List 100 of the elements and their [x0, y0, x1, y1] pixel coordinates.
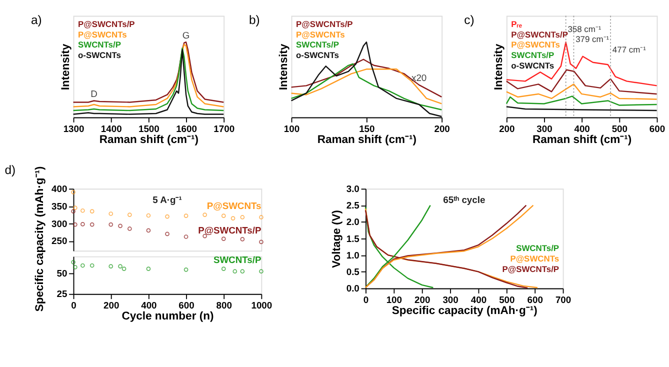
chart-title: c) [464, 12, 474, 27]
y-tick-label: 1.5 [346, 232, 360, 244]
series-label: SWCNTs/P [213, 254, 262, 265]
chart-title: a) [31, 13, 42, 28]
y-axis-title: Intensity [278, 43, 290, 90]
ref-line-label: 358 cm⁻¹ [568, 24, 602, 34]
point [108, 222, 114, 227]
point [118, 224, 122, 228]
point [259, 269, 264, 274]
annotation: D [90, 88, 98, 99]
text: P@SWCNTs/P [78, 19, 136, 30]
point [232, 269, 238, 274]
point [221, 236, 226, 242]
y-tick-label: 0.0 [346, 282, 360, 294]
point [184, 234, 188, 239]
point [90, 263, 94, 268]
series-label: P@SWCNTs/P [198, 224, 262, 236]
point [146, 213, 151, 218]
series-label: o-SWCNTs [296, 50, 340, 60]
point [90, 222, 94, 227]
x-tick-label: 500 [612, 122, 628, 134]
y-tick-label: 0.5 [346, 266, 360, 277]
x-tick-label: 200 [414, 294, 430, 305]
point [118, 264, 122, 269]
text: SWCNTs/P [296, 40, 340, 50]
x-tick-label: 500 [499, 294, 515, 305]
x-tick-label: 400 [470, 294, 487, 305]
x-tick-label: 1000 [251, 299, 272, 310]
point [202, 212, 208, 217]
x-tick-label: 1600 [176, 122, 197, 134]
text: P@SWCNTs [511, 40, 560, 50]
x-axis-title: Raman shift (cm⁻¹) [99, 134, 199, 146]
point [71, 209, 76, 214]
point [71, 260, 76, 264]
y-tick-label: 300 [52, 218, 68, 229]
x-tick-label: 300 [536, 122, 552, 134]
text: SWCNTs/P [516, 243, 560, 254]
point [90, 209, 94, 214]
y-axis-title: Intensity [493, 43, 506, 90]
x-tick-label: 0 [363, 294, 369, 305]
x-tick-label: 200 [104, 299, 120, 310]
point [80, 263, 85, 268]
point [240, 215, 245, 220]
x-tick-label: 300 [442, 294, 458, 305]
text: P@SWCNTs/P [511, 29, 568, 40]
text: Pᵣₑ [511, 19, 522, 30]
x-axis-title: Raman shift (cm⁻¹) [532, 134, 632, 146]
point [165, 214, 170, 219]
point [221, 214, 226, 218]
x-tick-label: 600 [178, 299, 194, 310]
y-tick-label: 350 [52, 200, 68, 212]
x-tick-label: 150 [359, 122, 375, 134]
point [127, 226, 132, 231]
point [240, 237, 245, 242]
x-tick-label: 400 [141, 299, 157, 310]
point [72, 206, 78, 210]
text: P@SWCNTs [510, 254, 560, 264]
x-axis-title: Cycle number (n) [122, 310, 214, 323]
point [230, 216, 236, 220]
y-tick-label: 2.0 [346, 216, 360, 228]
text: P@SWCNTs [296, 29, 346, 40]
x-tick-label: 100 [386, 294, 402, 305]
x-tick-label: 100 [284, 122, 300, 134]
point [184, 268, 188, 272]
y-tick-label: 1.0 [346, 249, 360, 260]
chart-title: d) [4, 163, 16, 178]
point [72, 222, 78, 227]
y-tick-label: 3.0 [346, 182, 360, 194]
y-axis-title: Voltage (V) [330, 210, 343, 268]
x-tick-label: 600 [649, 122, 666, 134]
point [108, 212, 114, 216]
point [221, 266, 226, 272]
x-tick-label: 1400 [100, 122, 122, 134]
text: o-SWCNTs [78, 50, 122, 60]
text: P@SWCNTs/P [296, 19, 354, 30]
y-tick-label: 2.5 [346, 200, 360, 211]
point [127, 212, 132, 217]
x-tick-label: 800 [216, 299, 232, 310]
point [72, 265, 78, 270]
point [146, 228, 151, 233]
point [122, 266, 126, 272]
text: SWCNTs/P [78, 40, 122, 50]
x-tick-label: 400 [574, 122, 590, 134]
series-label: P@SWCNTs/P [502, 264, 560, 274]
x-tick-label: 200 [434, 122, 450, 134]
y-tick-label: 250 [52, 235, 68, 246]
y-axis-title: Specific capacity (mAh·g⁻¹) [34, 166, 46, 312]
text: P@SWCNTs [78, 29, 128, 40]
x-tick-label: 0 [71, 299, 76, 310]
x-axis-title: Raman shift (cm⁻¹) [317, 134, 417, 146]
series-label: P@SWCNTs [206, 200, 262, 211]
point [259, 215, 264, 220]
ref-line-label: 379 cm⁻¹ [576, 34, 610, 44]
y-axis-title: Intensity [60, 43, 72, 90]
y-tick-label: 50 [56, 267, 68, 278]
annotation: 65ᵗʰ cycle [443, 194, 486, 205]
x-tick-label: 600 [527, 294, 543, 305]
x-tick-label: 700 [555, 294, 572, 305]
chart-title: b) [248, 13, 260, 28]
text: SWCNTs/P [511, 50, 554, 60]
